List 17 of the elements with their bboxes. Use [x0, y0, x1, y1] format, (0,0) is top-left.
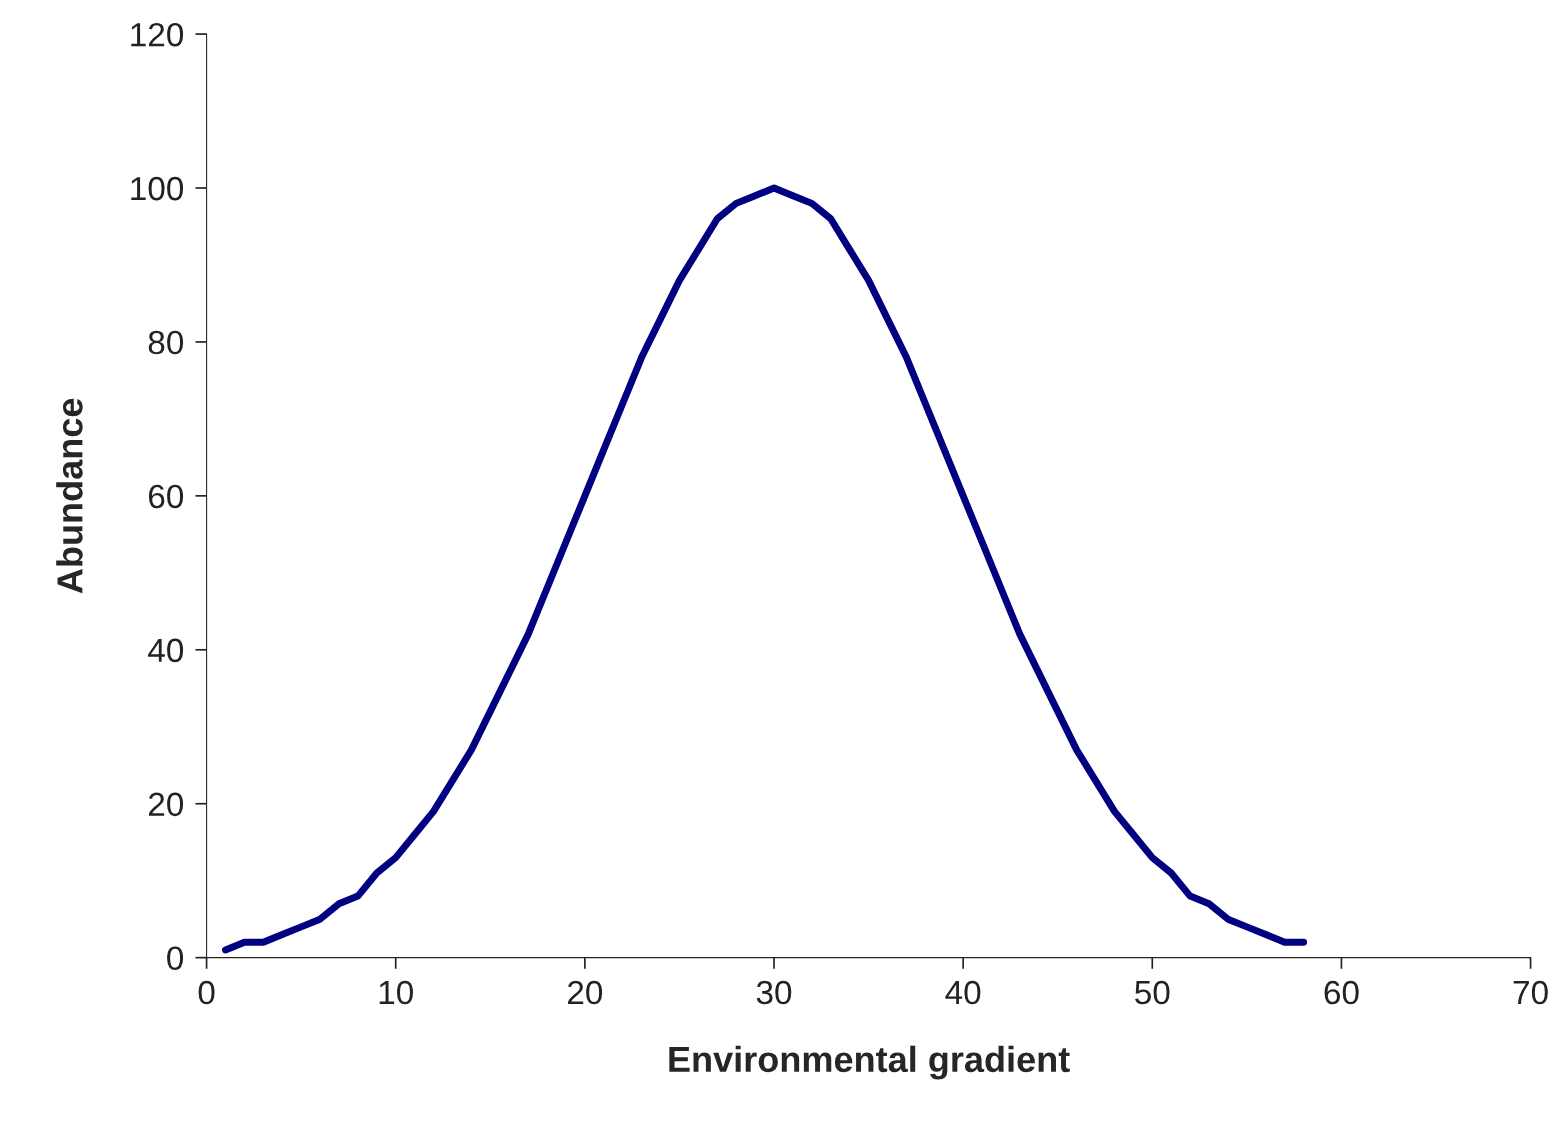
y-axis-title: Abundance — [56, 398, 83, 594]
x-tick-label: 60 — [1324, 980, 1359, 1005]
x-tick-label: 20 — [568, 980, 603, 1005]
y-tick-label: 60 — [148, 484, 184, 509]
y-tick-label: 100 — [131, 176, 184, 201]
y-tick-label: 120 — [131, 22, 184, 47]
y-tick-label: 40 — [148, 638, 184, 663]
x-tick-label: 10 — [379, 980, 413, 1005]
x-tick-label: 0 — [198, 980, 215, 1005]
y-tick-label: 0 — [167, 946, 184, 971]
y-tick-label: 20 — [148, 792, 184, 817]
x-tick-label: 50 — [1135, 980, 1170, 1005]
x-tick-label: 70 — [1513, 980, 1548, 1005]
x-tick-label: 40 — [945, 980, 981, 1005]
x-axis-title: Environmental gradient — [669, 1045, 1070, 1080]
y-tick-label: 80 — [148, 330, 184, 355]
x-tick-label: 30 — [756, 980, 792, 1005]
